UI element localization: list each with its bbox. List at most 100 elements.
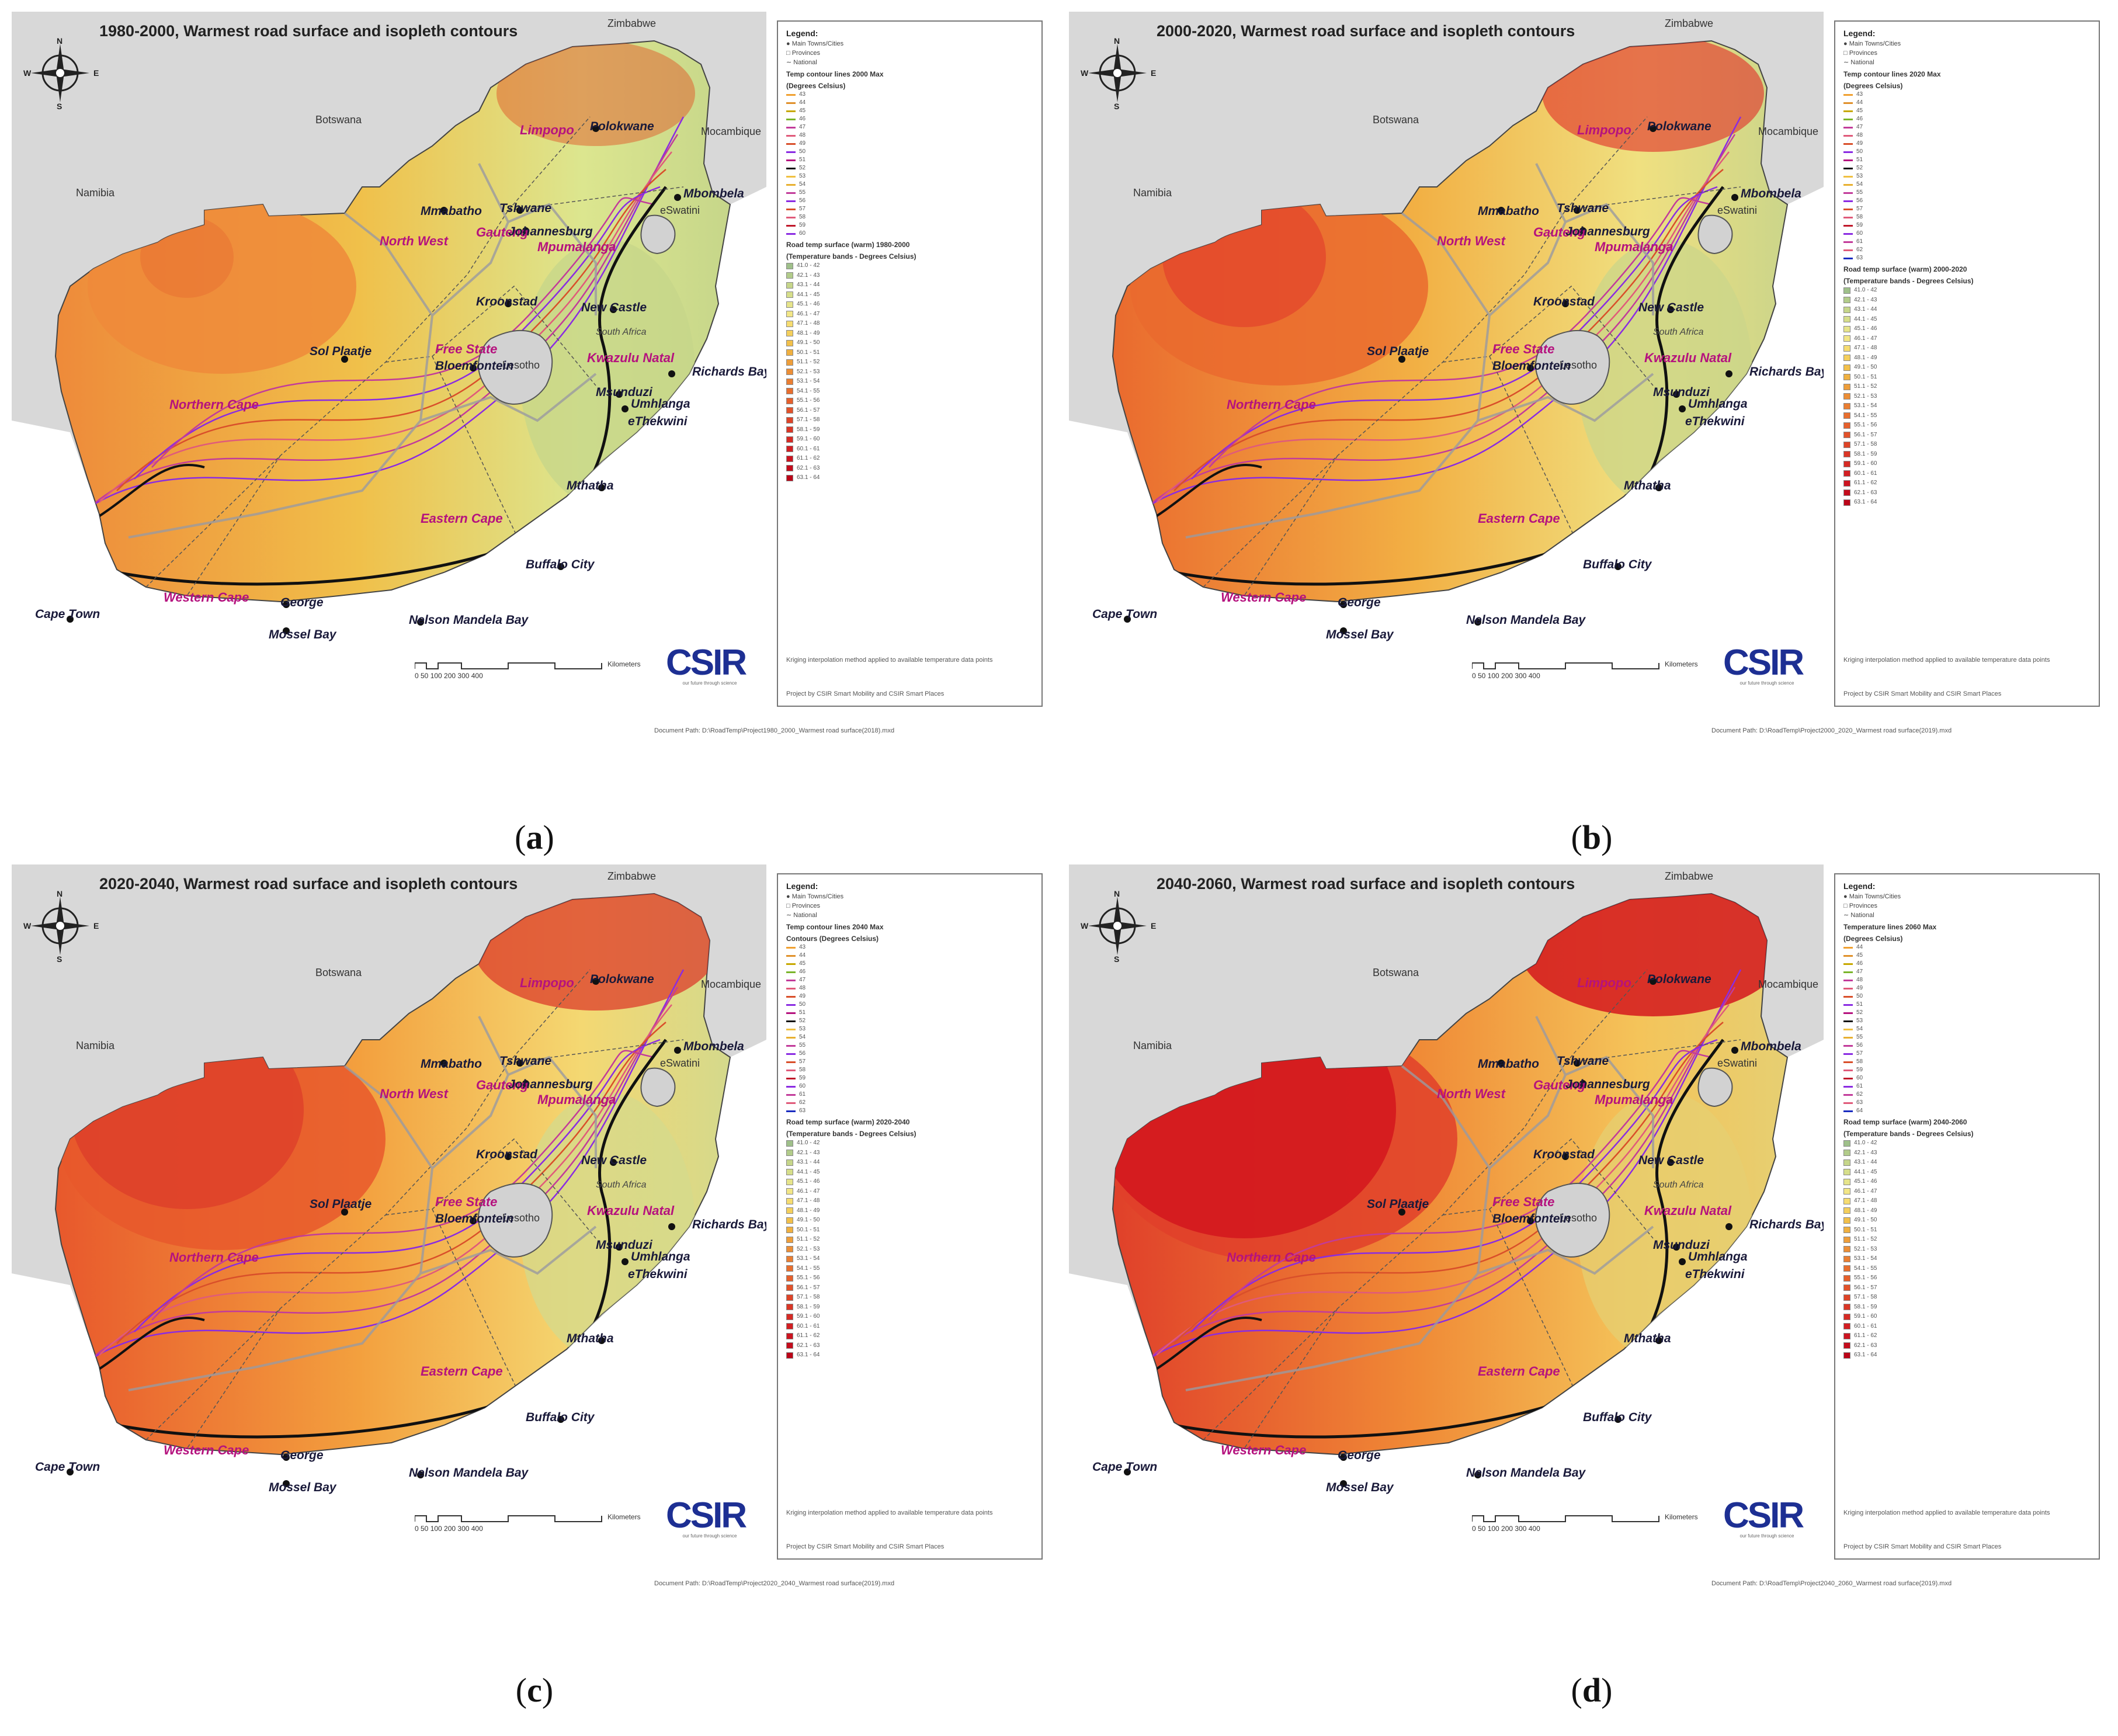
isopleth-contour-bold [1150,464,1262,521]
map-panel: 2040-2060, Warmest road surface and isop… [1069,864,2114,1671]
city-marker [1579,227,1586,234]
legend-contour-item: 64 [1843,1107,2091,1115]
legend-band-item: 47.1 - 48 [786,1196,1033,1206]
legend-contour-item: 58 [786,1066,1033,1074]
legend-band-item: 47.1 - 48 [1843,1196,2091,1206]
legend-contour-item: 53 [1843,172,2091,180]
caption-b: (b) [1571,818,1613,856]
legend-contour-item: 52 [786,164,1033,172]
city-label: Polokwane [590,973,654,986]
isopleth-contour [1173,169,1724,491]
isopleth-contour [1191,1039,1718,1332]
city-label: Polokwane [590,120,654,133]
country-label: South Africa [1653,1180,1704,1190]
country-label: Botswana [315,114,362,126]
city-label: Umhlanga [1688,397,1748,411]
city-marker [598,1337,605,1344]
compass-n: N [1114,36,1120,46]
city-label: Richards Bay [692,1218,766,1231]
city-label: Mbombela [1741,187,1801,200]
legend-contour-item: 56 [786,1050,1033,1058]
legend-band-item: 57.1 - 58 [1843,1293,2091,1303]
province-label: Eastern Cape [421,1364,503,1379]
compass-s: S [57,954,63,964]
legend-heading: Legend: [1843,29,1876,38]
city-label: eThekwini [1685,415,1745,428]
city-label: Mmabatho [421,1057,482,1071]
country-label: South Africa [1653,327,1704,337]
map-panel: 2000-2020, Warmest road surface and isop… [1069,12,2114,818]
legend-contour-item: 46 [1843,960,2091,968]
city-label: Kroonstad [476,1148,537,1161]
city-marker [470,364,477,371]
country-label: South Africa [596,327,647,337]
city-marker [621,1258,629,1265]
legend-item: □ Provinces [1843,902,1877,909]
compass-s: S [1114,102,1120,111]
legend-contour-item: 50 [1843,148,2091,156]
legend-item: ∼ National [1843,59,1874,66]
legend-contour-item: 58 [1843,1058,2091,1066]
legend-band-item: 61.1 - 62 [1843,478,2091,488]
legend-band-item: 59.1 - 60 [1843,1312,2091,1322]
city-marker [616,391,623,398]
legend-band-item: 43.1 - 44 [1843,305,2091,315]
eswatini-area [1697,214,1733,255]
legend-contour-item: 58 [786,213,1033,221]
legend-contour-item: 48 [1843,131,2091,140]
isopleth-contour-bold [92,464,205,521]
legend-band-item: 45.1 - 46 [786,300,1033,310]
legend-band-item: 51.1 - 52 [1843,382,2091,392]
city-label: Msunduzi [1653,1238,1710,1252]
isopleth-contour [1121,116,1742,526]
legend-band-item: 55.1 - 56 [786,396,1033,406]
legend-band-item: 60.1 - 61 [786,1322,1033,1332]
country-label: Namibia [1133,187,1172,199]
legend-band-item: 43.1 - 44 [786,1158,1033,1168]
city-marker [674,194,681,201]
legend-band-item: 41.0 - 42 [786,1138,1033,1148]
city-label: Richards Bay [1749,1218,1824,1231]
province-borders [1185,1016,1654,1391]
city-marker [1527,364,1534,371]
legend-band-item: 46.1 - 47 [786,1187,1033,1197]
legend-contour-item: 48 [786,131,1033,140]
map-frame: 2020-2040, Warmest road surface and isop… [12,864,766,1560]
legend-band-item: 46.1 - 47 [1843,334,2091,344]
legend-band-item: 58.1 - 59 [1843,450,2091,460]
country-label: Namibia [1133,1040,1172,1051]
legend-band-item: 57.1 - 58 [786,1293,1033,1303]
city-label: Mthatha [567,479,614,492]
city-marker [1340,1480,1347,1487]
city-label: Mossel Bay [269,1481,336,1494]
city-marker [598,484,605,491]
country-label: Lesotho [1560,359,1598,371]
country-label: Mocambique [701,978,762,990]
city-marker [67,1468,74,1475]
legend-contour-item: 47 [786,123,1033,131]
legend-band-item: 54.1 - 55 [786,1264,1033,1274]
legend-contour-item: 63 [786,1107,1033,1115]
legend-band-item: 53.1 - 54 [786,1254,1033,1264]
country-label: Zimbabwe [607,870,657,882]
city-marker [1655,1337,1662,1344]
legend-band-heading: Road temp surface (warm) 2020-2040 [786,1118,910,1126]
city-marker [341,1209,348,1216]
compass-rose-icon [31,897,89,955]
scale-bar-graphic [415,1515,602,1522]
legend-band-item: 48.1 - 49 [786,329,1033,339]
legend-band-item: 60.1 - 61 [1843,1322,2091,1332]
legend-contour-item: 61 [1843,1082,2091,1091]
city-marker [440,1060,447,1067]
city-marker [1614,1416,1622,1423]
city-label: Buffalo City [1583,1411,1652,1424]
map-legend: Legend: ● Main Towns/Cities □ Provinces ∼ N… [1834,20,2100,707]
legend-band-item: 59.1 - 60 [786,435,1033,445]
city-label: Mbombela [1741,1040,1801,1053]
legend-contour-heading: Temp contour lines 2040 Max [786,923,884,931]
city-marker [1340,1454,1347,1461]
map-title: 2040-2060, Warmest road surface and isop… [1157,875,1575,893]
legend-band-item: 44.1 - 45 [786,1168,1033,1178]
legend-band-item: 51.1 - 52 [786,1235,1033,1245]
legend-contour-item: 60 [786,230,1033,238]
